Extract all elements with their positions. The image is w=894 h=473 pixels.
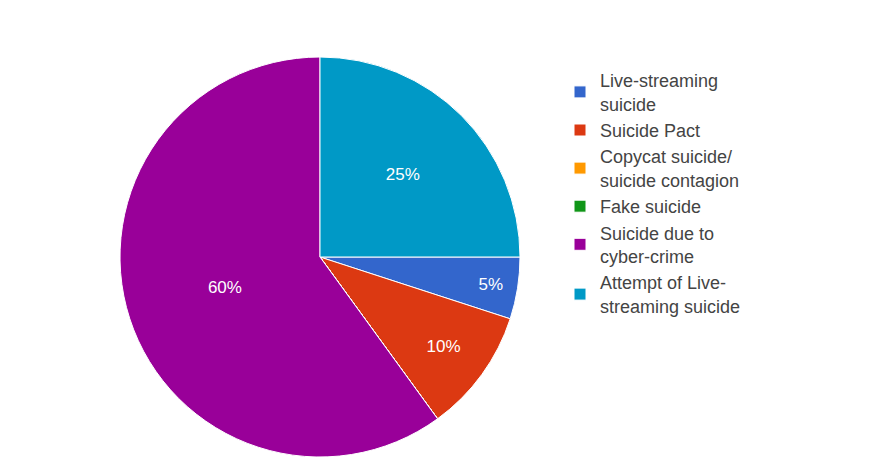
svg-text:Fake suicide: Fake suicide bbox=[600, 197, 701, 217]
svg-text:25%: 25% bbox=[386, 165, 420, 184]
svg-text:Live-streamingsuicide: Live-streamingsuicide bbox=[600, 71, 718, 114]
svg-text:Copycat suicide/suicide contag: Copycat suicide/suicide contagion bbox=[600, 147, 739, 190]
svg-text:Attempt of Live-streaming suic: Attempt of Live-streaming suicide bbox=[600, 273, 740, 316]
svg-text:5%: 5% bbox=[479, 275, 504, 294]
svg-text:60%: 60% bbox=[208, 278, 242, 297]
svg-text:Suicide due tocyber-crime: Suicide due tocyber-crime bbox=[600, 224, 714, 267]
svg-text:10%: 10% bbox=[427, 337, 461, 356]
svg-text:Suicide Pact: Suicide Pact bbox=[600, 121, 700, 141]
